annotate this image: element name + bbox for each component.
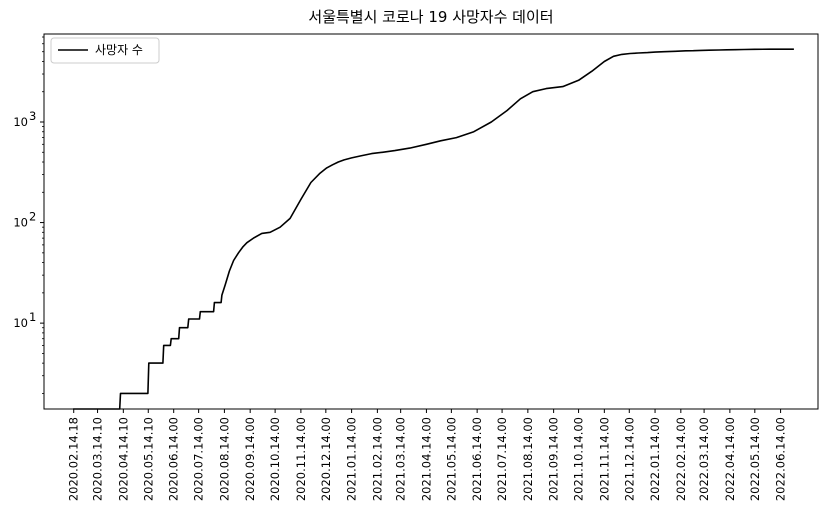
x-tick-label: 2022.01.14.00 xyxy=(648,417,662,501)
plot-frame xyxy=(43,33,819,410)
x-tick-label: 2022.02.14.00 xyxy=(674,417,688,501)
x-tick-label: 2020.10.14.00 xyxy=(268,417,282,501)
x-tick-label: 2022.05.14.00 xyxy=(748,417,762,501)
y-tick-label: 10 xyxy=(13,316,28,330)
y-tick-exponent: 3 xyxy=(29,109,36,123)
x-tick-label: 2021.04.14.00 xyxy=(419,417,433,501)
x-tick-label: 2021.01.14.00 xyxy=(345,417,359,501)
y-tick-exponent: 1 xyxy=(29,310,36,324)
x-tick-label: 2021.10.14.00 xyxy=(572,417,586,501)
x-tick-label: 2020.07.14.00 xyxy=(192,417,206,501)
x-tick-label: 2021.11.14.00 xyxy=(597,417,611,501)
x-tick-label: 2021.05.14.00 xyxy=(444,417,458,501)
y-tick-exponent: 2 xyxy=(29,210,36,224)
x-tick-label: 2021.09.14.00 xyxy=(547,417,561,501)
x-tick-label: 2021.08.14.00 xyxy=(521,417,535,501)
x-tick-label: 2020.04.14.10 xyxy=(116,417,130,501)
x-tick-label: 2020.05.14.10 xyxy=(141,417,155,501)
x-tick-label: 2020.02.14.18 xyxy=(67,417,81,501)
legend-label: 사망자 수 xyxy=(95,43,143,57)
x-tick-label: 2020.09.14.00 xyxy=(243,417,257,501)
x-tick-label: 2020.08.14.00 xyxy=(217,417,231,501)
legend: 사망자 수 xyxy=(50,37,160,64)
x-axis: 2020.02.14.18 2020.03.14.10 2020.04.14.10 2… xyxy=(67,409,788,501)
legend-box xyxy=(50,37,160,64)
y-tick-label: 10 xyxy=(13,216,28,230)
series-layer xyxy=(73,48,794,410)
chart-title: 서울특별시 코로나 19 사망자수 데이터 xyxy=(308,8,553,26)
y-tick-label: 10 xyxy=(13,115,28,129)
x-tick-label: 2022.06.14.00 xyxy=(774,417,788,501)
x-tick-label: 2021.12.14.00 xyxy=(622,417,636,501)
x-tick-label: 2021.06.14.00 xyxy=(470,417,484,501)
x-tick-label: 2022.04.14.00 xyxy=(723,417,737,501)
series-line xyxy=(73,48,794,410)
x-tick-label: 2022.03.14.00 xyxy=(697,417,711,501)
x-tick-label: 2020.12.14.00 xyxy=(319,417,333,501)
x-tick-label: 2021.02.14.00 xyxy=(370,417,384,501)
x-tick-label: 2021.07.14.00 xyxy=(495,417,509,501)
x-tick-label: 2020.06.14.00 xyxy=(167,417,181,501)
x-tick-label: 2020.11.14.00 xyxy=(294,417,308,501)
x-tick-label: 2021.03.14.00 xyxy=(394,417,408,501)
x-tick-label: 2020.03.14.10 xyxy=(91,417,105,501)
